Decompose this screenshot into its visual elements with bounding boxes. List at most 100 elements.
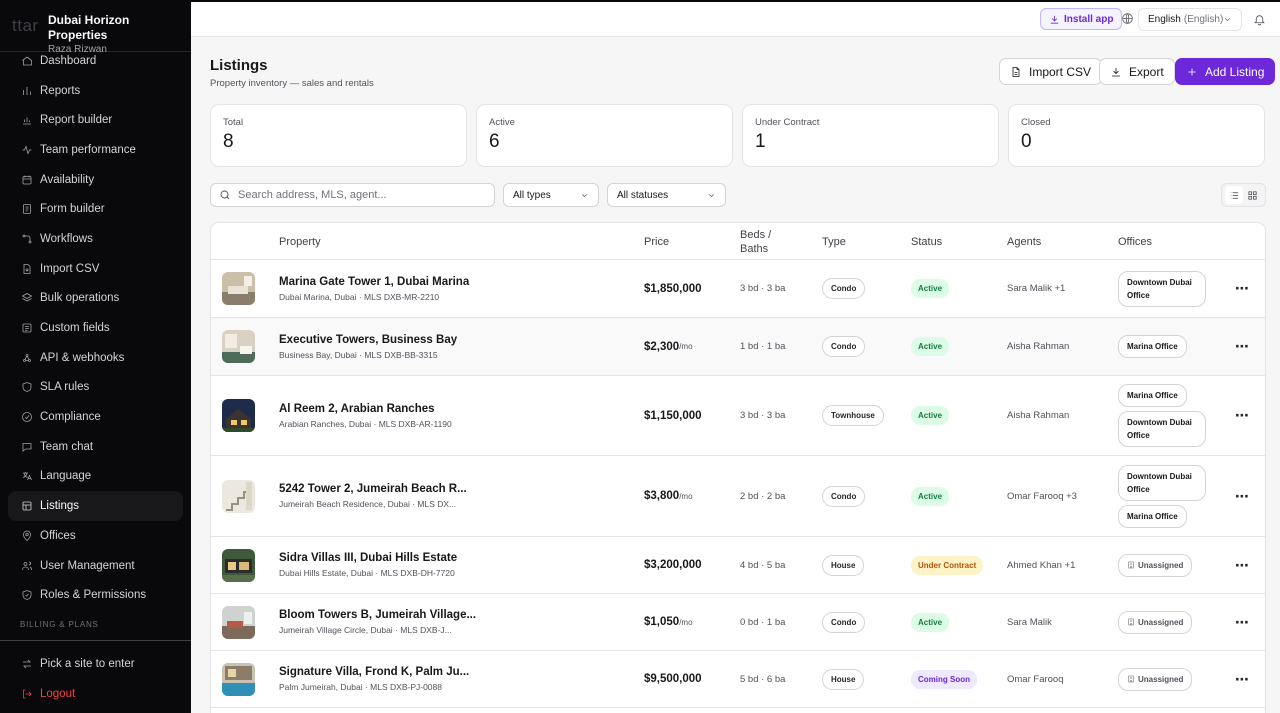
status-badge: Active <box>911 406 950 425</box>
column-header-offices[interactable]: Offices <box>1118 235 1153 248</box>
row-actions-button[interactable]: ⋯ <box>1235 594 1250 650</box>
property-thumbnail[interactable] <box>222 260 255 317</box>
type-filter-value: All types <box>513 189 551 201</box>
type-cell: Condo <box>822 456 866 536</box>
property-cell[interactable]: Sidra Villas III, Dubai Hills Estate Duba… <box>279 537 457 593</box>
sidebar-item-language[interactable]: Language <box>0 462 191 492</box>
table-row[interactable]: Sidra Villas III, Dubai Hills Estate Duba… <box>211 537 1265 594</box>
sidebar-item-user-management[interactable]: User Management <box>0 551 191 581</box>
pick-site-button[interactable]: Pick a site to enter <box>0 649 191 679</box>
sidebar-item-compliance[interactable]: Compliance <box>0 402 191 432</box>
sidebar-item-workflows[interactable]: Workflows <box>0 224 191 254</box>
table-row[interactable]: Signature Villa, Frond K, Palm Ju... Palm… <box>211 651 1265 708</box>
property-title[interactable]: Sidra Villas III, Dubai Hills Estate <box>279 552 458 564</box>
beds-baths: 3 bd · 3 ba <box>740 283 786 294</box>
column-header-type[interactable]: Type <box>822 235 846 248</box>
office-chip: Marina Office <box>1118 504 1187 528</box>
sidebar-item-api-webhooks[interactable]: API & webhooks <box>0 343 191 373</box>
type-chip: Townhouse <box>822 405 884 426</box>
status-badge: Active <box>911 612 950 632</box>
language-select[interactable]: English (English) <box>1138 8 1242 31</box>
sidebar-item-bulk-operations[interactable]: Bulk operations <box>0 284 191 314</box>
column-header-beds-baths[interactable]: Beds / Baths <box>740 228 772 255</box>
property-title[interactable]: Al Reem 2, Arabian Ranches <box>279 402 435 415</box>
import-csv-button[interactable]: Import CSV <box>999 58 1103 85</box>
type-cell: Condo <box>822 260 866 317</box>
agents-cell: Sara Malik <box>1007 616 1052 628</box>
property-cell[interactable]: 5242 Tower 2, Jumeirah Beach R... Jumeira… <box>279 456 467 536</box>
row-actions-button[interactable]: ⋯ <box>1235 318 1250 375</box>
sidebar-item-label: Import CSV <box>40 262 100 275</box>
column-header-price[interactable]: Price <box>644 235 670 248</box>
row-actions-button[interactable]: ⋯ <box>1235 376 1250 455</box>
property-cell[interactable]: Al Reem 2, Arabian Ranches Arabian Ranche… <box>279 376 452 455</box>
sidebar-item-team-performance[interactable]: Team performance <box>0 135 191 165</box>
sidebar-item-label: Report builder <box>40 114 113 127</box>
property-cell[interactable]: Signature Villa, Frond K, Palm Ju... Palm… <box>279 651 469 707</box>
property-cell[interactable]: Executive Towers, Business Bay Business B… <box>279 318 457 375</box>
property-cell[interactable]: Marina Gate Tower 1, Dubai Marina Dubai M… <box>279 260 469 317</box>
add-listing-button[interactable]: Add Listing <box>1175 58 1276 85</box>
brand-header[interactable]: ttar Dubai Horizon Properties Raza Rizwa… <box>0 0 191 55</box>
type-cell: House <box>822 537 865 593</box>
property-subtitle: Dubai Marina, Dubai · MLS DXB-MR-2210 <box>279 291 440 302</box>
type-cell: Condo <box>822 594 866 650</box>
property-thumbnail[interactable] <box>222 537 255 593</box>
property-title[interactable]: 5242 Tower 2, Jumeirah Beach R... <box>279 483 467 495</box>
office-chip: Marina Office <box>1118 384 1187 407</box>
property-title[interactable]: Bloom Towers B, Jumeirah Village... <box>279 609 477 621</box>
logout-button[interactable]: Logout <box>0 679 191 709</box>
row-actions-button[interactable]: ⋯ <box>1235 537 1250 593</box>
globe-icon[interactable] <box>1121 12 1135 26</box>
offices-cell: Marina Office <box>1118 318 1187 375</box>
beds-baths: 0 bd · 1 ba <box>740 616 786 628</box>
row-actions-button[interactable]: ⋯ <box>1235 260 1250 317</box>
table-row[interactable]: Bloom Towers B, Jumeirah Village... Jumei… <box>211 594 1265 651</box>
sidebar-item-roles-permissions[interactable]: Roles & Permissions <box>0 580 191 610</box>
property-thumbnail[interactable] <box>222 318 255 375</box>
property-thumbnail[interactable] <box>222 376 255 455</box>
install-app-button[interactable]: Install app <box>1040 8 1123 30</box>
sidebar-item-custom-fields[interactable]: Custom fields <box>0 313 191 343</box>
status-filter-select[interactable]: All statuses <box>607 183 726 207</box>
offices-cell: Downtown Dubai Office <box>1118 260 1206 317</box>
grid-view-button[interactable] <box>1244 186 1262 204</box>
export-button[interactable]: Export <box>1099 58 1175 85</box>
logout-label: Logout <box>40 687 76 700</box>
column-header-agents[interactable]: Agents <box>1007 235 1042 248</box>
sidebar-item-team-chat[interactable]: Team chat <box>0 432 191 462</box>
table-row[interactable]: Executive Towers, Business Bay Business B… <box>211 318 1265 376</box>
fields-icon <box>20 322 33 335</box>
sidebar-item-form-builder[interactable]: Form builder <box>0 194 191 224</box>
bell-icon[interactable] <box>1253 13 1266 29</box>
sidebar-item-reports[interactable]: Reports <box>0 76 191 106</box>
property-thumbnail[interactable] <box>222 594 255 650</box>
property-title[interactable]: Executive Towers, Business Bay <box>279 333 458 346</box>
row-actions-button[interactable]: ⋯ <box>1235 651 1250 707</box>
sidebar-item-report-builder[interactable]: Report builder <box>0 105 191 135</box>
property-title[interactable]: Signature Villa, Frond K, Palm Ju... <box>279 666 470 678</box>
row-actions-button[interactable]: ⋯ <box>1235 456 1250 536</box>
column-header-property[interactable]: Property <box>279 235 321 248</box>
column-header-status[interactable]: Status <box>911 235 943 248</box>
sidebar-item-listings[interactable]: Listings <box>8 491 183 521</box>
property-thumbnail[interactable] <box>222 651 255 707</box>
table-row[interactable]: 5242 Tower 2, Jumeirah Beach R... Jumeira… <box>211 456 1265 537</box>
sidebar-item-import-csv[interactable]: Import CSV <box>0 254 191 284</box>
sidebar-item-sla-rules[interactable]: SLA rules <box>0 373 191 403</box>
property-title[interactable]: Marina Gate Tower 1, Dubai Marina <box>279 275 470 288</box>
sidebar-item-label: Reports <box>40 84 81 97</box>
table-row[interactable]: Al Reem 2, Arabian Ranches Arabian Ranche… <box>211 376 1265 456</box>
sidebar-item-availability[interactable]: Availability <box>0 165 191 195</box>
status-cell: Active <box>911 456 950 536</box>
shield-check-icon <box>20 589 33 602</box>
list-view-button[interactable] <box>1225 186 1244 204</box>
search-input[interactable] <box>238 189 478 201</box>
property-thumbnail[interactable] <box>222 456 255 536</box>
type-filter-select[interactable]: All types <box>503 183 599 207</box>
sidebar-item-dashboard[interactable]: Dashboard <box>0 46 191 76</box>
table-row[interactable]: Marina Gate Tower 1, Dubai Marina Dubai M… <box>211 260 1265 318</box>
sidebar-item-offices[interactable]: Offices <box>0 521 191 551</box>
property-cell[interactable]: Bloom Towers B, Jumeirah Village... Jumei… <box>279 594 476 650</box>
status-cell: Active <box>911 318 950 375</box>
